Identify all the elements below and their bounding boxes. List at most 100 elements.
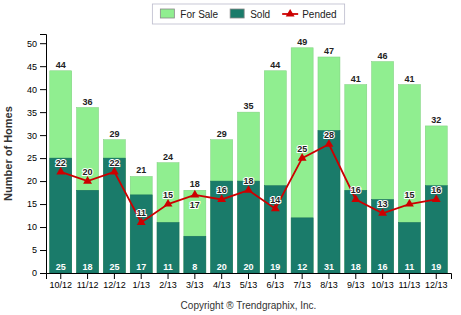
- data-label: 17: [190, 200, 200, 210]
- tick: 5/13: [240, 273, 258, 290]
- data-label: 12: [297, 262, 307, 272]
- tick-label: 2/13: [159, 280, 177, 290]
- data-label: 11: [163, 262, 173, 272]
- tick: 10/12: [49, 273, 72, 290]
- tick-mark: [40, 89, 46, 90]
- bar: [103, 140, 125, 273]
- bar: [211, 140, 233, 273]
- tick-mark: [141, 273, 142, 279]
- tick-mark: [60, 273, 61, 279]
- tick-mark: [40, 273, 46, 274]
- y-axis-title: Number of Homes: [2, 106, 14, 201]
- bar: [425, 126, 447, 273]
- tick-mark: [114, 273, 115, 279]
- tick: 15: [27, 199, 46, 209]
- data-label: 15: [163, 190, 173, 200]
- tick-mark: [302, 273, 303, 279]
- data-label: 21: [136, 165, 146, 175]
- bar: [345, 85, 367, 273]
- data-label: 15: [404, 190, 414, 200]
- bar: [211, 181, 233, 273]
- legend-swatch: [230, 9, 244, 18]
- data-label: 46: [378, 51, 388, 61]
- tick: 4/13: [213, 273, 231, 290]
- tick-label: 5: [32, 245, 37, 255]
- data-label: 20: [217, 262, 227, 272]
- tick-label: 11/13: [398, 280, 420, 290]
- y-axis: 05101520253035404550: [27, 35, 47, 279]
- legend-item: Pended: [282, 9, 336, 20]
- bar: [318, 57, 340, 273]
- tick-mark: [409, 273, 410, 279]
- data-label: 28: [324, 130, 334, 140]
- tick-mark: [40, 43, 46, 44]
- marker: [190, 190, 199, 198]
- axis-line: [47, 274, 452, 280]
- marker: [432, 194, 441, 202]
- tick-mark: [40, 250, 46, 251]
- tick: 35: [27, 108, 46, 118]
- bar: [425, 186, 447, 273]
- bar-series: [50, 48, 447, 273]
- tick-label: 10/13: [371, 280, 394, 290]
- bar: [398, 85, 420, 273]
- tick-label: 3/13: [186, 280, 204, 290]
- legend-item: Sold: [230, 9, 270, 20]
- bar: [50, 71, 72, 273]
- data-label: 32: [431, 115, 441, 125]
- tick-mark: [40, 227, 46, 228]
- tick-label: 50: [27, 39, 37, 49]
- data-label: 25: [297, 144, 307, 154]
- tick-mark: [40, 135, 46, 136]
- tick: 8/13: [320, 273, 338, 290]
- data-label: 41: [404, 74, 414, 84]
- bar: [184, 236, 206, 273]
- marker: [298, 153, 307, 161]
- marker: [378, 208, 387, 216]
- bar: [318, 131, 340, 273]
- data-label: 18: [351, 262, 361, 272]
- tick: 12/13: [425, 273, 448, 290]
- data-label: 16: [217, 185, 227, 195]
- tick-mark: [436, 273, 437, 279]
- data-label: 16: [431, 185, 441, 195]
- data-label: 36: [83, 97, 93, 107]
- legend-label: For Sale: [180, 9, 218, 20]
- data-label: 24: [163, 152, 173, 162]
- bar-series: [50, 131, 447, 273]
- tick: 12/12: [103, 273, 126, 290]
- data-label: 25: [109, 262, 119, 272]
- data-label: 47: [324, 46, 334, 56]
- tick-mark: [382, 273, 383, 279]
- data-label: 19: [431, 262, 441, 272]
- marker: [83, 176, 92, 184]
- data-label: 19: [270, 262, 280, 272]
- tick-label: 1/13: [132, 280, 150, 290]
- tick: 45: [27, 62, 46, 72]
- marker: [137, 217, 146, 225]
- tick-mark: [355, 273, 356, 279]
- data-label: 35: [243, 101, 253, 111]
- marker: [56, 167, 65, 175]
- tick-label: 10/12: [49, 280, 72, 290]
- tick: 5: [32, 245, 46, 255]
- tick-label: 40: [27, 85, 37, 95]
- marker: [110, 167, 119, 175]
- tick-mark: [221, 273, 222, 279]
- data-label: 44: [56, 60, 66, 70]
- data-label: 16: [351, 185, 361, 195]
- data-label: 11: [136, 208, 146, 218]
- marker: [164, 199, 173, 207]
- tick-label: 8/13: [320, 280, 338, 290]
- tick: 0: [32, 268, 46, 278]
- data-label: 29: [109, 129, 119, 139]
- tick-label: 30: [27, 130, 37, 140]
- tick-label: 4/13: [213, 280, 231, 290]
- data-label: 17: [136, 262, 146, 272]
- data-label: 22: [56, 158, 66, 168]
- marker: [244, 185, 253, 193]
- data-label: 14: [270, 195, 280, 205]
- tick: 3/13: [186, 273, 204, 290]
- tick: 1/13: [132, 273, 150, 290]
- legend: For Sale Sold Pended: [152, 4, 344, 24]
